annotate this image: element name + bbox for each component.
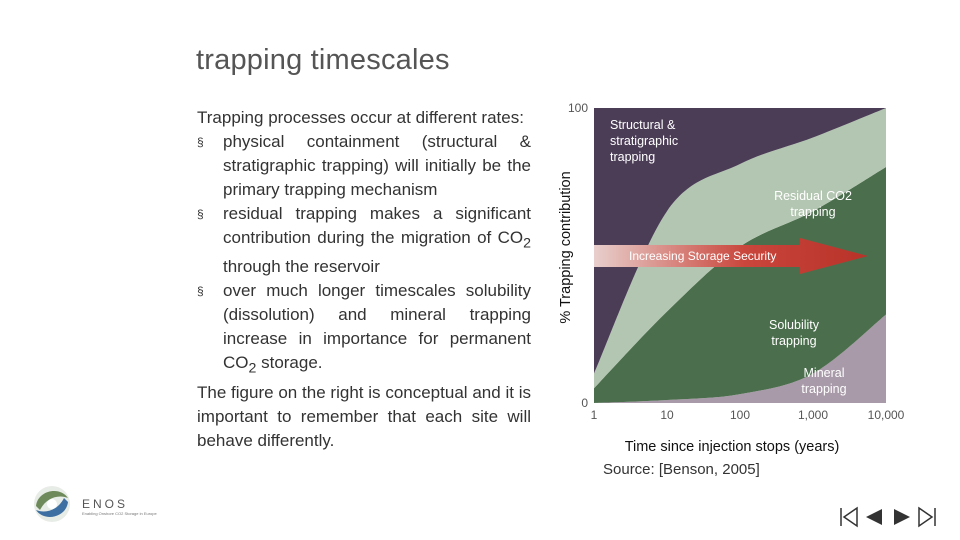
bullet-text-end: storage. <box>256 353 323 373</box>
area-solubility-trapping <box>594 167 886 403</box>
area-structural-stratigraphic-trapping <box>594 108 886 374</box>
x-tick-label: 1,000 <box>798 408 828 422</box>
bullet-text: physical containment (structural & strat… <box>223 132 531 199</box>
bullet-item: § over much longer timescales solubility… <box>197 279 531 380</box>
x-tick-label: 10 <box>660 408 674 422</box>
enos-logo <box>34 486 70 522</box>
next-icon[interactable] <box>890 504 914 530</box>
first-icon[interactable] <box>838 504 860 530</box>
x-axis-label: Time since injection stops (years) <box>625 439 840 455</box>
bullet-text: residual trapping makes a significant co… <box>223 204 531 247</box>
area-residual-co2-trapping <box>594 108 886 389</box>
slide-title: trapping timescales <box>196 44 450 76</box>
last-icon[interactable] <box>915 504 938 530</box>
bullet-item: § residual trapping makes a significant … <box>197 202 531 279</box>
trapping-chart: Mineral trapping Solubility trapping Residua… <box>558 101 905 455</box>
intro-text: Trapping processes occur at different ra… <box>197 108 524 127</box>
x-tick-label: 1 <box>591 408 598 422</box>
series-label: Mineral trapping <box>801 366 846 396</box>
x-tick-label: 100 <box>730 408 750 422</box>
y-tick-label: 0 <box>581 396 588 410</box>
bullet-subscript: 2 <box>248 360 257 377</box>
logo-name: ENOS <box>82 497 129 511</box>
conclusion-text: The figure on the right is conceptual an… <box>197 382 531 450</box>
slide-body: Trapping processes occur at different ra… <box>197 106 531 453</box>
y-tick-label: 100 <box>568 101 588 115</box>
logo-tagline: Enabling Onshore CO2 Storage in Europe <box>82 511 157 516</box>
bullet-marker: § <box>197 207 204 221</box>
y-axis-label: % Trapping contribution <box>558 171 574 323</box>
bullet-text: over much longer timescales solubility (… <box>223 281 531 373</box>
storage-security-arrow <box>594 238 868 274</box>
arrow-label: Increasing Storage Security <box>629 249 776 263</box>
area-mineral-trapping <box>594 314 886 403</box>
bullet-item: § physical containment (structural & str… <box>197 130 531 202</box>
x-tick-label: 10,000 <box>868 408 905 422</box>
series-label: Structural & stratigraphic trapping <box>610 118 678 164</box>
bullet-subscript: 2 <box>523 235 531 252</box>
source-citation: Source: [Benson, 2005] <box>603 461 760 478</box>
series-label: Residual CO2 trapping <box>774 189 852 219</box>
slide-navigation <box>838 504 938 530</box>
previous-icon[interactable] <box>862 504 886 530</box>
bullet-text-end: through the reservoir <box>223 257 380 277</box>
series-label: Solubility trapping <box>769 318 820 348</box>
bullet-marker: § <box>197 284 204 299</box>
bullet-marker: § <box>197 135 204 149</box>
